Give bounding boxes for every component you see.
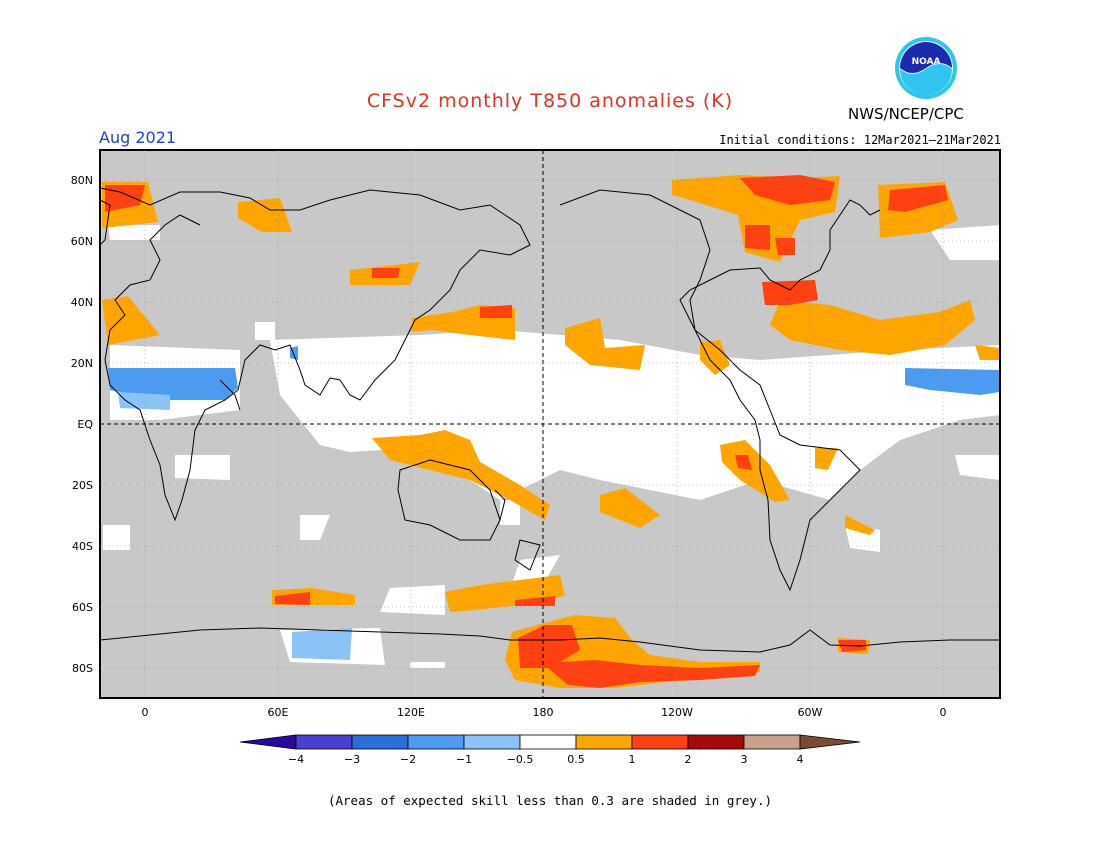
colorbar-swatch: [687, 734, 745, 750]
colorbar-low-arrow: [239, 734, 297, 750]
colorbar-label: −1: [456, 753, 472, 766]
colorbar-label: −4: [288, 753, 304, 766]
lat-label: 60S: [72, 601, 93, 614]
lat-label: 40N: [71, 296, 93, 309]
noaa-logo-icon: NOAA: [895, 37, 957, 99]
lat-label: 80N: [71, 174, 93, 187]
colorbar-swatch: [351, 734, 409, 750]
lat-label: 20S: [72, 479, 93, 492]
lat-label: 60N: [71, 235, 93, 248]
cool-anomaly-regions: [108, 346, 1000, 660]
lon-label: 120E: [397, 706, 425, 719]
valid-month-label: Aug 2021: [99, 128, 177, 147]
colorbar-label: −2: [400, 753, 416, 766]
colorbar-label: −3: [344, 753, 360, 766]
colorbar-swatch: [463, 734, 521, 750]
lon-label: 60W: [798, 706, 823, 719]
colorbar-swatch: [407, 734, 465, 750]
skill-footnote: (Areas of expected skill less than 0.3 a…: [327, 793, 772, 808]
colorbar-label: 4: [797, 753, 804, 766]
colorbar-label: 3: [741, 753, 748, 766]
colorbar-swatch: [519, 734, 577, 750]
colorbar-label: −0.5: [507, 753, 534, 766]
colorbar-swatch: [743, 734, 801, 750]
lon-label: 60E: [268, 706, 289, 719]
coastlines: [99, 187, 1000, 653]
colorbar-labels: −4 −3 −2 −1 −0.5 0.5 1 2 3 4: [288, 753, 804, 766]
colorbar-swatch: [295, 734, 353, 750]
initial-conditions-label: Initial conditions: 12Mar2021–21Mar2021: [719, 133, 1001, 147]
lon-label: 120W: [661, 706, 693, 719]
lat-label: 40S: [72, 540, 93, 553]
longitude-labels: 0 60E 120E 180 120W 60W 0: [142, 706, 947, 719]
lon-label: 0: [940, 706, 947, 719]
colorbar-swatch: [631, 734, 689, 750]
colorbar-high-arrow: [799, 734, 861, 750]
map-title: CFSv2 monthly T850 anomalies (K): [366, 90, 734, 112]
colorbar-label: 2: [685, 753, 692, 766]
lon-label: 180: [533, 706, 554, 719]
svg-text:NOAA: NOAA: [912, 57, 941, 67]
lat-label: 20N: [71, 357, 93, 370]
colorbar-label: 0.5: [567, 753, 585, 766]
warm-anomaly-regions: [102, 175, 1000, 688]
graticule: [100, 150, 1000, 698]
lat-label: 80S: [72, 662, 93, 675]
lat-label: EQ: [77, 418, 93, 431]
colorbar: [239, 734, 861, 750]
colorbar-label: 1: [629, 753, 636, 766]
colorbar-swatch: [575, 734, 633, 750]
agency-label: NWS/NCEP/CPC: [848, 105, 964, 123]
lon-label: 0: [142, 706, 149, 719]
latitude-labels: 80N 60N 40N 20N EQ 20S 40S 60S 80S: [71, 174, 94, 675]
strong-warm-anomaly-regions: [105, 175, 948, 688]
